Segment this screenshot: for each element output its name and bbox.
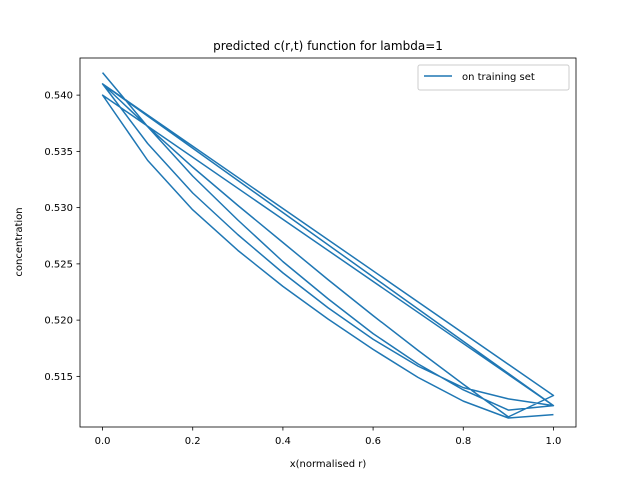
x-tick-label: 0.0 bbox=[95, 436, 111, 447]
x-tick-label: 0.4 bbox=[275, 436, 291, 447]
plot-background bbox=[80, 58, 576, 427]
y-axis-ticks: 0.515 0.520 0.525 0.530 0.535 0.540 bbox=[44, 91, 80, 383]
series-layer bbox=[101, 72, 555, 419]
legend: on training set bbox=[417, 64, 570, 91]
series-line bbox=[101, 72, 555, 419]
x-tick-label: 1.0 bbox=[546, 436, 562, 447]
y-tick-label: 0.515 bbox=[44, 372, 73, 383]
legend-frame bbox=[417, 64, 570, 91]
x-tick-label: 0.8 bbox=[455, 436, 471, 447]
y-tick-label: 0.530 bbox=[44, 203, 73, 214]
x-tick-label: 0.6 bbox=[365, 436, 381, 447]
x-axis-ticks: 0.0 0.2 0.4 0.6 0.8 1.0 bbox=[95, 427, 562, 447]
x-axis-label: x(normalised r) bbox=[290, 459, 367, 470]
y-tick-label: 0.540 bbox=[44, 91, 73, 102]
y-tick-label: 0.525 bbox=[44, 259, 73, 270]
y-axis-label: concentration bbox=[14, 207, 25, 276]
chart-title: predicted c(r,t) function for lambda=1 bbox=[213, 39, 443, 53]
x-tick-label: 0.2 bbox=[185, 436, 201, 447]
plot-frame bbox=[79, 57, 577, 428]
legend-label: on training set bbox=[462, 72, 535, 83]
plot-area bbox=[79, 57, 577, 428]
y-tick-label: 0.520 bbox=[44, 316, 73, 327]
y-tick-label: 0.535 bbox=[44, 147, 73, 158]
